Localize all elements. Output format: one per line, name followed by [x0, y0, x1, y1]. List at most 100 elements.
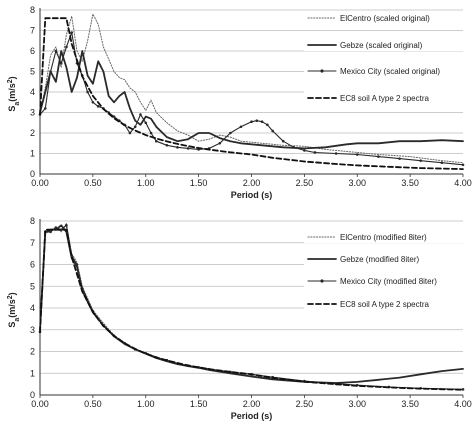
series-group: [38, 222, 465, 391]
y-tick-label: 2: [30, 347, 35, 357]
legend-label-2: Mexico City (modified 8iter): [340, 277, 437, 286]
y-tick-label: 3: [30, 108, 35, 118]
series-point-2: [43, 107, 47, 110]
x-axis-label: Period (s): [231, 190, 273, 200]
series-point-2: [133, 125, 137, 129]
y-tick-label: 8: [30, 5, 35, 15]
y-tick-label: 3: [30, 325, 35, 335]
y-tick-label: 6: [30, 46, 35, 56]
legend-label-2: Mexico City (scaled original): [340, 67, 440, 76]
series-point-2: [461, 163, 465, 167]
y-tick-label: 4: [30, 303, 35, 313]
x-tick-label: 0.50: [84, 399, 102, 409]
legend-label-0: ElCentro (scaled original): [340, 14, 430, 23]
series-point-2: [260, 120, 264, 124]
series-point-2: [144, 121, 148, 125]
legend-marker: [320, 279, 324, 283]
series-point-2: [440, 161, 444, 165]
series-point-2: [266, 123, 269, 127]
y-tick-label: 5: [30, 67, 35, 77]
legend-bg: [304, 297, 466, 310]
bottom-chart: 0 1 2 3 4 5 6 7 8 0.00 0.50 1.00 1.50 2.00 2.50 3.00 3.5…: [7, 216, 472, 421]
series-point-2: [334, 152, 338, 155]
y-tick-label: 7: [30, 238, 35, 248]
x-tick-label: 0.00: [31, 178, 49, 188]
legend-label-1: Gebze (modified 8iter): [340, 255, 419, 264]
x-tick-label: 2.50: [296, 178, 314, 188]
legend-bg: [304, 91, 466, 104]
series-point-2: [49, 70, 52, 73]
series-point-2: [91, 100, 95, 104]
series-point-2: [186, 147, 190, 150]
series-point-2: [313, 151, 317, 154]
x-axis-label: Period (s): [231, 411, 273, 421]
series-point-2: [398, 157, 401, 160]
x-tick-label: 3.00: [348, 399, 366, 409]
series-point-2: [271, 129, 274, 133]
series-group: [38, 13, 465, 171]
series-point-2: [128, 131, 132, 135]
series-point-2: [218, 141, 222, 145]
x-tick-label: 0.00: [31, 399, 49, 409]
series-point-2: [461, 388, 465, 391]
x-tick-label: 3.00: [348, 178, 366, 188]
series-point-2: [303, 149, 306, 152]
series-point-2: [96, 105, 100, 108]
legend-label-3: EC8 soil A type 2 spectra: [340, 94, 429, 103]
y-tick-label: 5: [30, 281, 35, 291]
x-tick-label: 3.50: [401, 399, 419, 409]
series-point-2: [281, 139, 285, 143]
series-point-2: [65, 224, 68, 227]
series-point-2: [139, 113, 142, 116]
series-point-2: [86, 90, 89, 94]
x-tick-label: 4.00: [454, 178, 472, 188]
x-tick-label: 1.00: [137, 399, 155, 409]
y-tick-label: 1: [30, 368, 35, 378]
y-tick-label: 6: [30, 260, 35, 270]
series-point-2: [75, 263, 79, 266]
series-point-2: [112, 115, 116, 118]
x-tick-label: 3.50: [401, 178, 419, 188]
series-point-2: [70, 31, 74, 34]
series-point-2: [250, 120, 253, 124]
legend-label-1: Gebze (scaled original): [340, 41, 423, 50]
y-tick-label: 0: [30, 169, 35, 179]
series-point-2: [59, 62, 63, 65]
legend-bg: [304, 230, 466, 243]
legend: ElCentro (modified 8iter) Gebze (modified…: [304, 230, 466, 310]
series-point-2: [355, 153, 359, 156]
x-tick-label: 1.50: [190, 399, 208, 409]
x-tick-label: 2.50: [296, 399, 314, 409]
series-line-0: [39, 13, 464, 164]
series-point-2: [255, 119, 259, 122]
series-point-2: [239, 125, 243, 129]
legend-bg: [304, 38, 466, 51]
series-line-3: [39, 228, 464, 391]
legend-bg: [304, 252, 466, 265]
y-tick-label: 0: [30, 390, 35, 400]
x-tick-label: 2.00: [243, 178, 261, 188]
legend-bg: [304, 274, 466, 287]
series-point-2: [65, 45, 68, 49]
series-point-2: [292, 146, 296, 149]
series-point-2: [149, 131, 153, 135]
legend-bg: [304, 64, 466, 77]
series-point-2: [165, 144, 169, 147]
series-point-2: [155, 139, 158, 143]
series-point-2: [54, 226, 58, 229]
y-tick-label: 8: [30, 216, 35, 226]
series-point-2: [377, 155, 380, 158]
x-tick-label: 4.00: [454, 399, 472, 409]
x-tick-label: 1.50: [190, 178, 208, 188]
x-tick-label: 1.00: [137, 178, 155, 188]
series-line-3: [39, 17, 464, 171]
y-tick-label: 2: [30, 128, 35, 138]
x-tick-label: 2.00: [243, 399, 261, 409]
legend-bg: [304, 11, 466, 24]
y-tick-label: 4: [30, 87, 35, 97]
top-chart: 0 1 2 3 4 5 6 7 8 0.00 0.50 1.00 1.50 2.00 2.50 3.00 3.5…: [7, 5, 472, 200]
legend-label-3: EC8 soil A type 2 spectra: [340, 300, 429, 309]
legend-label-0: ElCentro (modified 8iter): [340, 233, 427, 242]
series-point-2: [49, 230, 52, 234]
